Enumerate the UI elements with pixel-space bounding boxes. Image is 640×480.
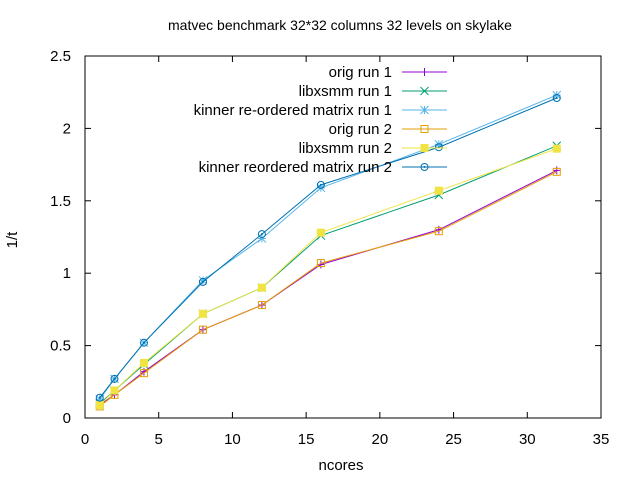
series-line: [99, 148, 557, 406]
series-4: [95, 167, 561, 411]
x-tick-label: 15: [298, 431, 315, 448]
data-point: [552, 144, 561, 153]
data-point: [110, 374, 119, 383]
legend-label: libxsmm run 1: [299, 83, 392, 100]
x-axis-title: ncores: [318, 457, 363, 474]
legend-swatch-marker: [420, 125, 429, 133]
x-tick-label: 5: [155, 431, 163, 448]
chart-title: matvec benchmark 32*32 columns 32 levels…: [168, 17, 512, 33]
series-line: [99, 171, 557, 407]
y-tick-label: 0: [63, 410, 71, 427]
legend-item: orig run 1: [329, 64, 447, 81]
data-point: [139, 358, 148, 367]
data-point: [316, 180, 325, 189]
legend-label: kinner reordered matrix run 2: [199, 159, 392, 176]
legend-swatch-marker: [420, 144, 429, 152]
legend-swatch-marker: [420, 68, 429, 76]
legend-label: libxsmm run 2: [299, 140, 392, 157]
x-tick-label: 30: [519, 431, 536, 448]
data-point: [110, 386, 119, 395]
y-tick-label: 1.5: [50, 193, 71, 210]
data-point: [257, 301, 266, 310]
data-point: [198, 309, 207, 318]
data-point: [95, 393, 104, 402]
data-point: [552, 167, 561, 176]
legend-swatch-marker: [420, 86, 429, 96]
x-tick-label: 35: [593, 431, 610, 448]
data-point: [139, 369, 148, 378]
data-point: [434, 186, 443, 195]
y-tick-label: 2: [63, 120, 71, 137]
legend-item: orig run 2: [329, 121, 447, 138]
x-axis: 0 5 10 15 20 25 30 35: [81, 56, 610, 448]
x-tick-label: 25: [445, 431, 462, 448]
y-axis-title: 1/t: [4, 231, 21, 249]
y-tick-label: 0.5: [50, 338, 71, 355]
legend-label: kinner re-ordered matrix run 1: [194, 102, 392, 119]
x-tick-label: 10: [224, 431, 241, 448]
legend-label: orig run 1: [329, 64, 392, 81]
data-point: [198, 325, 207, 334]
data-point: [552, 166, 561, 175]
legend-swatch-marker: [420, 163, 429, 171]
data-point: [316, 228, 325, 237]
y-tick-label: 1: [63, 265, 71, 282]
plot-frame: [84, 55, 602, 419]
data-point: [139, 338, 148, 347]
data-point: [198, 276, 208, 285]
data-point: [198, 277, 207, 286]
series-line: [99, 145, 557, 404]
y-tick-label: 2.5: [50, 48, 71, 65]
legend-item: kinner reordered matrix run 2: [199, 159, 447, 176]
x-tick-label: 0: [81, 431, 89, 448]
legend-swatch-marker: [420, 105, 429, 115]
series-line: [99, 169, 557, 406]
data-point: [434, 227, 443, 236]
legend-item: kinner re-ordered matrix run 1: [194, 102, 447, 119]
series-2: [95, 141, 562, 408]
series-layer: [95, 90, 562, 411]
legend-item: libxsmm run 2: [299, 140, 447, 157]
data-point: [257, 283, 266, 292]
data-point: [257, 230, 266, 239]
series-6: [95, 93, 561, 402]
legend-item: libxsmm run 1: [299, 83, 447, 100]
x-tick-label: 20: [372, 431, 389, 448]
legend: orig run 1 libxsmm run 1 kinner re-ordered…: [194, 64, 447, 176]
series-1: [95, 166, 561, 409]
legend-label: orig run 2: [329, 121, 392, 138]
data-point: [316, 259, 325, 268]
series-5: [95, 144, 561, 409]
series-line: [99, 97, 557, 399]
y-axis: 0 0.5 1 1.5 2 2.5: [50, 48, 601, 427]
data-point: [95, 400, 104, 409]
data-point: [552, 93, 561, 102]
